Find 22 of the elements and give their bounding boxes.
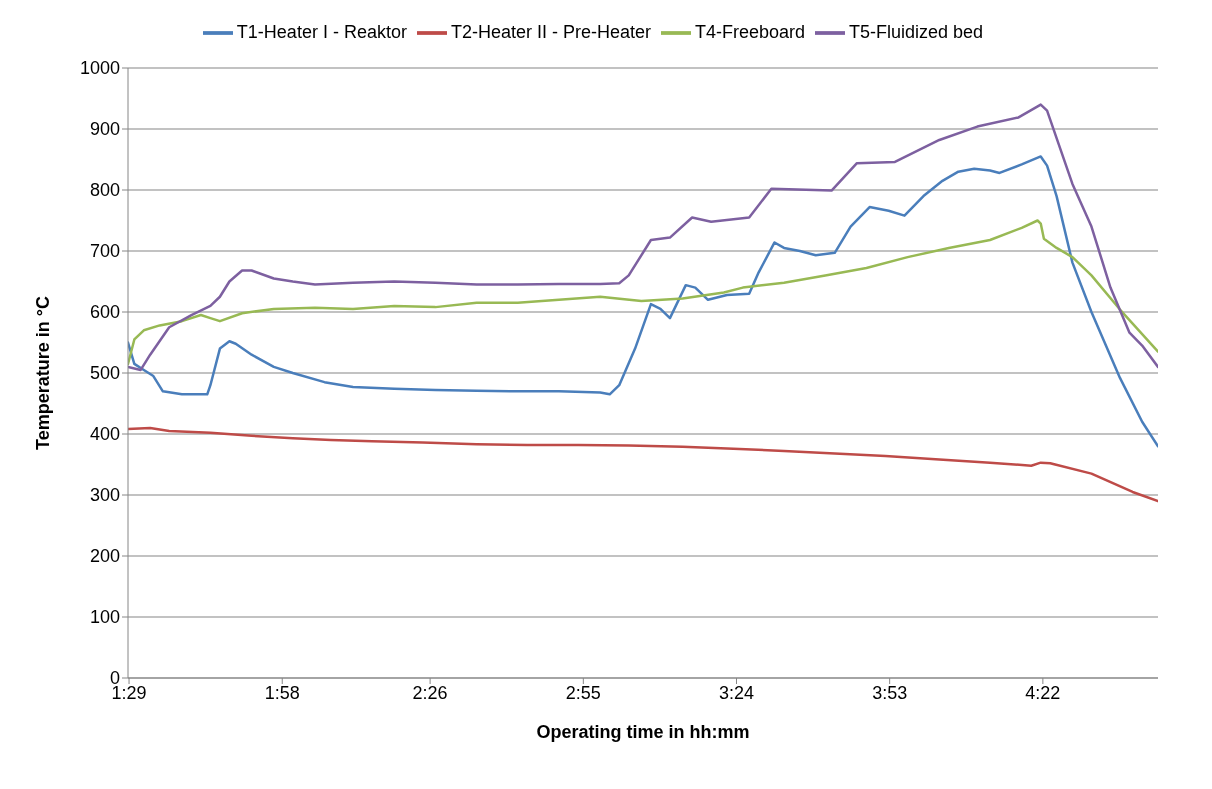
x-tick-label: 4:22 [1025,682,1061,703]
x-tick-label: 3:24 [718,682,755,703]
y-tick-label: 100 [89,607,120,628]
y-tick-label: 500 [89,363,120,384]
legend-label: T5-Fluidized bed [849,21,984,42]
legend-label: T1-Heater I - Reaktor [236,21,407,42]
y-tick-label: 200 [89,546,120,567]
y-tick-label: 900 [89,119,120,140]
x-tick-label: 2:55 [565,682,601,703]
y-tick-label: 300 [89,485,120,506]
y-axis-title: Temperature in °C [33,296,54,450]
y-tick-label: 600 [89,302,120,323]
y-tick-label: 400 [89,424,120,445]
y-tick-label: 1000 [79,58,120,79]
legend-label: T2-Heater II - Pre-Heater [450,21,651,42]
x-tick-label: 1:58 [264,682,300,703]
y-tick-label: 800 [89,180,120,201]
x-tick-label: 2:26 [412,682,448,703]
x-tick-label: 3:53 [872,682,908,703]
x-axis-title: Operating time in hh:mm [536,722,750,742]
y-tick-label: 700 [89,241,120,262]
legend-label: T4-Freeboard [694,21,806,42]
